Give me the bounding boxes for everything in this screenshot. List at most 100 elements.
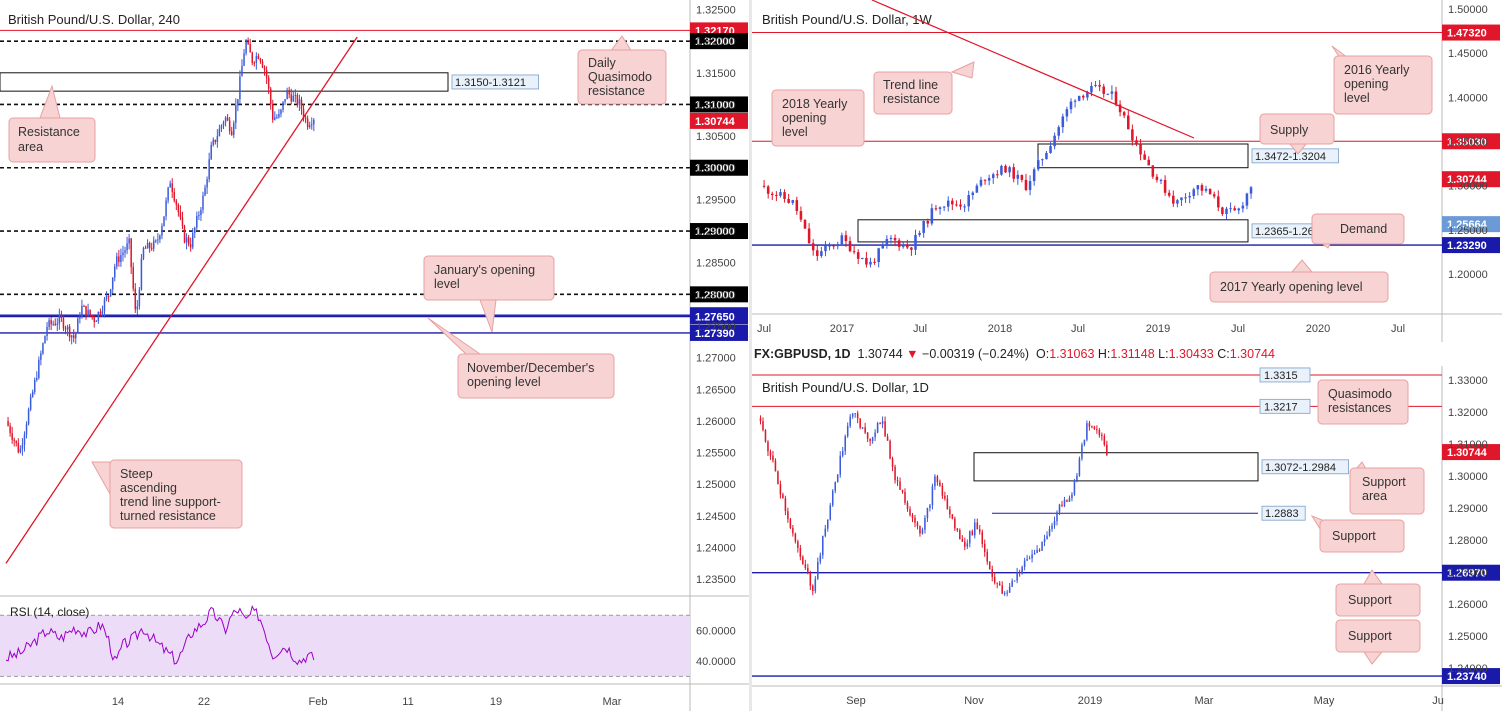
- candle-body: [789, 519, 792, 528]
- candle-body: [48, 320, 50, 327]
- y-tick-label: 1.26500: [696, 384, 736, 396]
- candle-body: [822, 535, 824, 556]
- candle-body: [807, 567, 809, 574]
- candle-body: [949, 509, 951, 515]
- candle-body: [976, 522, 979, 530]
- candle-body: [936, 476, 939, 483]
- price-tag: [1442, 133, 1500, 150]
- candle-body: [1020, 174, 1024, 180]
- weekly-chart-svg[interactable]: British Pound/U.S. Dollar, 1W 1.47320 1.3…: [752, 0, 1502, 342]
- callout-qm-line2: resistances: [1328, 401, 1391, 415]
- candle-body: [1021, 567, 1023, 573]
- chart-title: British Pound/U.S. Dollar, 1D: [762, 380, 929, 395]
- candle-body: [251, 52, 253, 63]
- callout-2018-line3: level: [782, 125, 808, 139]
- price-tag-text: 1.27390: [695, 328, 735, 340]
- candle-body: [228, 120, 231, 132]
- candle-body: [828, 245, 831, 247]
- candle-body: [772, 455, 774, 461]
- candle-body: [1038, 549, 1041, 551]
- candle-body: [308, 125, 311, 128]
- candle-body: [136, 306, 139, 310]
- candle-body: [194, 227, 196, 233]
- candle-body: [276, 117, 278, 119]
- candle-body: [9, 425, 11, 434]
- panel-separator: [749, 0, 752, 711]
- candle-body: [911, 515, 914, 518]
- candle-body: [196, 215, 198, 228]
- candle-body: [1088, 423, 1091, 427]
- price-tag: [690, 96, 748, 113]
- last-price: 1.30744: [857, 347, 903, 361]
- callout-supportarea-line1: Support: [1362, 475, 1406, 489]
- candle-body: [983, 543, 986, 552]
- callout-2016-yearly: 2016 Yearly opening level: [1331, 45, 1433, 115]
- candle-body: [46, 326, 48, 337]
- candle-body: [1233, 208, 1236, 211]
- candle-body: [1204, 188, 1208, 191]
- candle-body: [844, 436, 846, 452]
- y-tick-label: 1.35000: [1448, 137, 1488, 149]
- candle-body: [1078, 458, 1081, 476]
- callout-trendline-line1: Trend line: [883, 78, 938, 92]
- candle-body: [259, 58, 262, 62]
- candle-body: [241, 65, 243, 77]
- candle-body: [1028, 558, 1031, 560]
- callout-resistance-area: Resistance area: [8, 84, 96, 163]
- candle-body: [1033, 552, 1036, 555]
- y-tick-label: 1.29000: [696, 226, 736, 238]
- y-tick-label: 1.30000: [1448, 471, 1488, 483]
- candle-body: [85, 305, 87, 316]
- price-tag-text: 1.30744: [1447, 447, 1488, 459]
- candle-body: [1122, 112, 1126, 116]
- candle-body: [1073, 100, 1077, 102]
- candle-body: [253, 62, 256, 64]
- callout-supply: Supply: [1259, 113, 1335, 155]
- callout-2018-line1: 2018 Yearly: [782, 97, 848, 111]
- candle-body: [889, 237, 893, 240]
- candle-body: [19, 448, 22, 453]
- candle-body: [1101, 435, 1103, 437]
- candle-body: [282, 101, 284, 110]
- candle-body: [916, 522, 919, 527]
- callout-quasimodo-resistances: Quasimodo resistances: [1316, 379, 1409, 425]
- x-tick-label: 2020: [1306, 323, 1330, 335]
- h4-chart-panel: British Pound/U.S. Dollar, 240 1.32170 1.…: [0, 0, 749, 711]
- candle-body: [83, 305, 85, 307]
- callout-daily-quasimodo-line1: Daily: [588, 56, 617, 70]
- candle-body: [906, 502, 909, 509]
- zone-tag: [451, 74, 539, 90]
- candle-body: [1208, 188, 1212, 195]
- candle-body: [1071, 494, 1073, 499]
- callout-steep-line4: turned resistance: [120, 509, 216, 523]
- candle-body: [152, 240, 155, 249]
- candle-body: [1131, 129, 1134, 141]
- candle-body: [313, 119, 315, 125]
- candle-body: [239, 76, 241, 100]
- y-tick-label: 1.30500: [696, 131, 736, 143]
- candle-body: [206, 179, 208, 188]
- candle-body: [951, 514, 954, 519]
- candle-body: [829, 505, 832, 520]
- candle-body: [819, 555, 822, 562]
- candle-body: [58, 315, 61, 324]
- candle-body: [265, 69, 268, 78]
- candle-body: [1090, 85, 1093, 93]
- callout-demand-text: Demand: [1340, 222, 1387, 236]
- candle-body: [1012, 167, 1015, 179]
- price-tag-text: 1.32000: [695, 36, 735, 48]
- candle-body: [1056, 512, 1058, 522]
- h4-chart-svg[interactable]: British Pound/U.S. Dollar, 240 1.321701.…: [0, 0, 749, 711]
- x-tick-label: May: [1314, 695, 1335, 707]
- candle-body: [1051, 525, 1053, 529]
- daily-chart-svg[interactable]: British Pound/U.S. Dollar, 1D 1.3315 1.32…: [752, 366, 1502, 711]
- candle-body: [142, 247, 145, 259]
- candle-body: [111, 277, 114, 290]
- candle-body: [1023, 560, 1026, 568]
- candle-body: [27, 409, 30, 425]
- candle-body: [261, 61, 264, 68]
- candle-body: [1106, 93, 1110, 95]
- callout-steep-line3: trend line support-: [120, 495, 221, 509]
- callout-support-2: Support: [1335, 569, 1421, 617]
- candle-body: [175, 200, 178, 205]
